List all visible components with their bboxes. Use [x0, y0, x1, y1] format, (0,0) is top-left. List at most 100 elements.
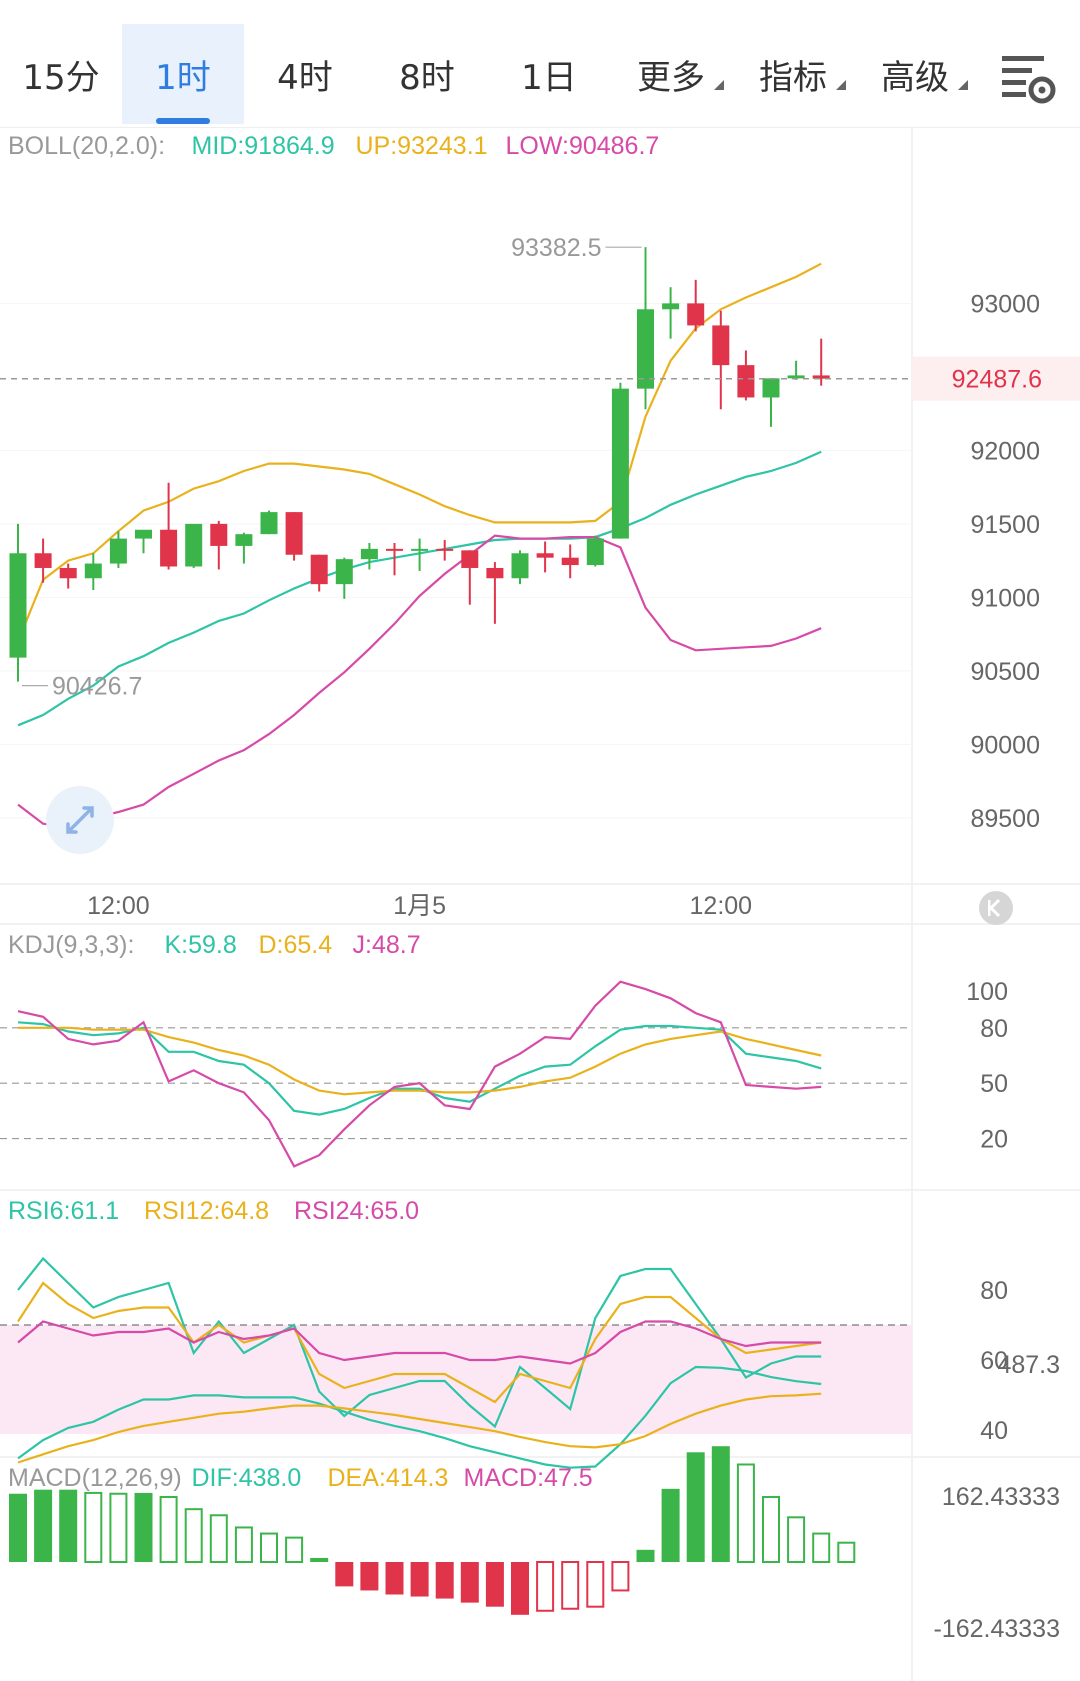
boll-legend: BOLL(20,2.0): MID:91864.9 UP:93243.1 LOW:90… — [8, 132, 659, 160]
macd-bar — [686, 1452, 705, 1562]
candle-body — [210, 523, 228, 546]
tab-15min[interactable]: 15分 — [0, 24, 122, 124]
rsi-tick-label: 60 — [980, 1347, 1008, 1375]
macd-bar — [485, 1562, 504, 1607]
axis-labels: 93000 92000 91500 91000 90500 90000 89500 92487… — [87, 290, 1080, 1643]
time-tick-label: 12:00 — [87, 892, 150, 920]
chart-settings-icon[interactable] — [998, 48, 1058, 108]
kdj-tick-label: 50 — [980, 1070, 1008, 1098]
candle-body — [360, 548, 378, 560]
macd-bar — [410, 1562, 429, 1597]
legend-entry: RSI6:61.1 — [8, 1197, 119, 1225]
macd-dea-line — [17, 1392, 822, 1464]
candle-body — [9, 553, 27, 658]
candle-body — [109, 538, 127, 564]
macd-bar — [561, 1561, 580, 1610]
macd-bar — [285, 1536, 304, 1563]
legend-entry: RSI24:65.0 — [294, 1197, 419, 1225]
macd-bar — [661, 1488, 680, 1562]
tab-8hour[interactable]: 8时 — [366, 24, 488, 124]
candle-body — [586, 538, 604, 566]
kdj-tick-label: 20 — [980, 1126, 1008, 1154]
boll-upper-line — [16, 262, 822, 642]
candle-body — [737, 365, 755, 398]
macd-bar — [812, 1532, 831, 1564]
candle-body — [687, 303, 705, 326]
macd-bar — [611, 1561, 630, 1592]
macd-bar — [310, 1557, 329, 1562]
candle-body — [135, 529, 152, 539]
candle-body — [511, 553, 529, 579]
tab-label: 指标 — [759, 57, 827, 98]
macd-bar — [711, 1446, 730, 1562]
chart-area[interactable]: 93382.5 90426.7 93000 92000 91500 91000 90500… — [0, 127, 1080, 1681]
dropdown-triangle-icon — [836, 80, 846, 90]
macd-tick-label: -162.43333 — [933, 1615, 1060, 1643]
candle-body — [411, 548, 429, 551]
indicator-label: MACD(12,26,9) — [8, 1464, 182, 1492]
kdj-k-line — [17, 1021, 822, 1116]
expand-icon[interactable] — [46, 786, 114, 854]
tab-advanced[interactable]: 高级 — [854, 24, 976, 124]
macd-bar — [511, 1562, 529, 1615]
macd-bar — [84, 1491, 103, 1564]
legend-entry: D:65.4 — [259, 931, 333, 959]
tab-more[interactable]: 更多 — [610, 24, 732, 124]
candle-body — [59, 567, 77, 579]
max-price-label: 93382.5 — [511, 234, 601, 262]
kdj-legend: KDJ(9,3,3): K:59.8 D:65.4 J:48.7 — [8, 931, 421, 959]
tab-1day[interactable]: 1日 — [488, 24, 610, 124]
kdj-j-line — [17, 980, 822, 1168]
candle-body — [637, 309, 654, 389]
macd-tick-label: 487.3 — [997, 1351, 1060, 1379]
price-tick-label: 93000 — [970, 290, 1040, 318]
min-price-label: 90426.7 — [52, 673, 142, 701]
last-price-label: 92487.6 — [952, 366, 1042, 394]
macd-bar — [360, 1562, 379, 1591]
tab-4hour[interactable]: 4时 — [244, 24, 366, 124]
last-price-tag — [912, 356, 1080, 401]
indicator-label: KDJ(9,3,3): — [8, 931, 134, 959]
candle-body — [436, 548, 454, 551]
macd-bar — [234, 1526, 253, 1564]
time-tick-label: 12:00 — [690, 892, 753, 920]
tab-label: 高级 — [881, 57, 949, 98]
macd-bar — [787, 1516, 806, 1563]
legend-entry: RSI12:64.8 — [144, 1197, 269, 1225]
candle-body — [611, 388, 629, 539]
macd-panel — [9, 1365, 856, 1615]
candle-body — [812, 375, 830, 379]
candle-body — [160, 529, 178, 567]
macd-bar — [460, 1562, 479, 1603]
legend-entry: UP:93243.1 — [356, 132, 488, 160]
candle-body — [787, 375, 805, 379]
chevron-left-double-icon[interactable] — [979, 891, 1013, 925]
macd-bar — [159, 1495, 178, 1564]
candle-body — [662, 303, 680, 310]
candle-body — [260, 512, 278, 535]
kdj-tick-label: 80 — [980, 1015, 1008, 1043]
macd-bar — [184, 1508, 203, 1564]
tab-label: 1日 — [521, 57, 577, 98]
indicator-label: BOLL(20,2.0): — [8, 132, 165, 160]
legend-entry: MID:91864.9 — [192, 132, 335, 160]
macd-bar — [837, 1541, 856, 1564]
macd-bar — [385, 1562, 404, 1595]
legends: BOLL(20,2.0): MID:91864.9 UP:93243.1 LOW:90… — [8, 132, 659, 1492]
legend-entry: DEA:414.3 — [328, 1464, 449, 1492]
tab-indicators[interactable]: 指标 — [732, 24, 854, 124]
macd-bar — [736, 1463, 755, 1563]
macd-tick-label: 162.43333 — [942, 1483, 1060, 1511]
candle-body — [84, 563, 102, 579]
rsi-rsi12-line — [17, 1281, 822, 1404]
macd-bar — [59, 1489, 78, 1562]
macd-bar — [586, 1561, 605, 1608]
macd-bar — [9, 1493, 27, 1562]
candle-body — [34, 553, 52, 568]
legend-entry: LOW:90486.7 — [506, 132, 660, 160]
price-tick-label: 89500 — [970, 805, 1040, 833]
macd-bar — [435, 1562, 454, 1599]
tab-1hour[interactable]: 1时 — [122, 24, 244, 124]
candle-body — [310, 554, 328, 585]
legend-entry: J:48.7 — [353, 931, 421, 959]
